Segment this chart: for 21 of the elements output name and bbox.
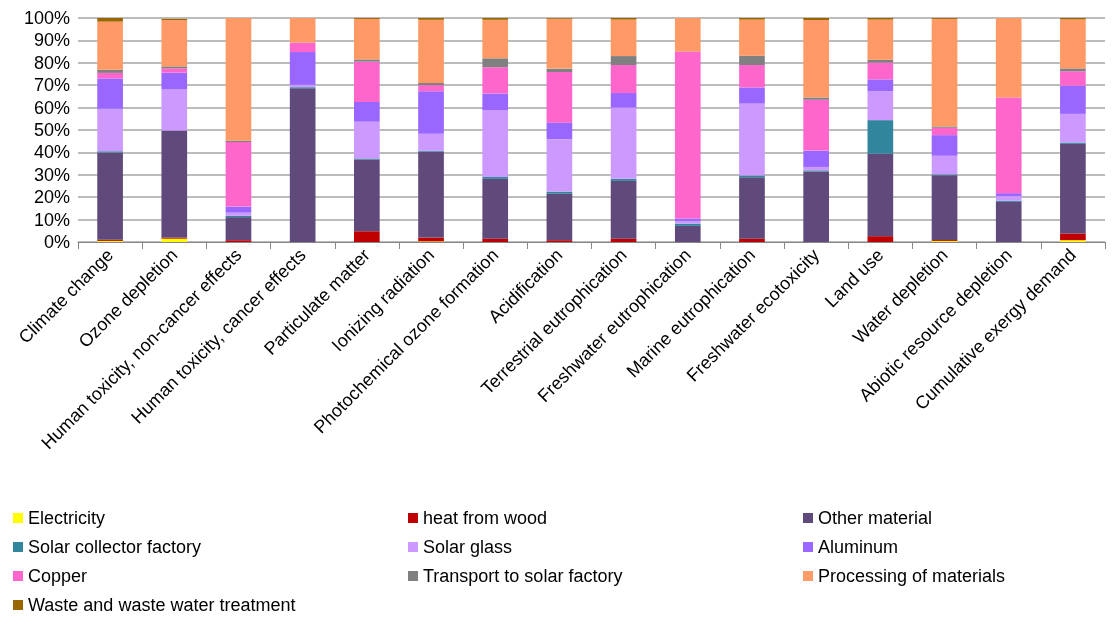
y-tick-label: 70% [33,75,70,96]
y-tick-label: 20% [33,187,70,208]
y-tick-label: 50% [33,120,70,140]
y-tick-label: 60% [33,97,70,118]
y-tick-label: 100% [23,8,70,28]
legend-label: Other material [818,508,933,528]
legend-label: Solar glass [423,537,513,557]
legend-label: Copper [28,566,88,586]
legend-label: Waste and waste water treatment [28,595,296,615]
y-tick-label: 0% [43,232,70,252]
y-tick-label: 10% [33,209,70,230]
y-tick-label: 30% [33,164,70,185]
y-tick-label: 40% [33,142,70,163]
y-tick-label: 80% [33,52,70,73]
legend-label: Electricity [28,508,106,528]
legend-label: heat from wood [423,508,548,528]
legend-label: Solar collector factory [28,537,202,557]
legend-label: Processing of materials [818,566,1006,586]
y-tick-label: 90% [33,30,70,51]
legend-label: Aluminum [818,537,899,557]
legend-label: Transport to solar factory [423,566,623,586]
